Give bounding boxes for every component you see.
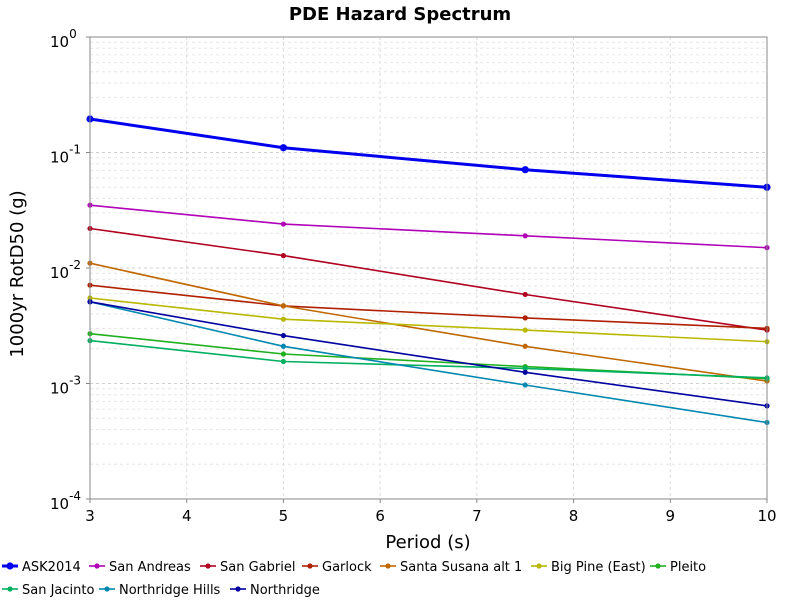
y-tick-label: 10-1 <box>50 143 81 167</box>
series-layer <box>86 115 771 426</box>
data-point <box>522 291 528 298</box>
legend-swatch-marker <box>536 563 542 569</box>
legend-label: Big Pine (East) <box>551 560 646 575</box>
legend: ASK2014 San Andreas San Gabriel Garlock Sant… <box>2 560 706 598</box>
axis-ticks: 3 4 5 6 7 8 9 10 100 10-1 10-2 10-3 10-4 <box>50 27 777 525</box>
legend-swatch-marker <box>104 586 110 592</box>
series-line <box>89 339 768 379</box>
data-point <box>280 358 287 365</box>
legend-label: Pleito <box>670 560 706 575</box>
data-point <box>280 316 287 322</box>
series-line <box>89 297 768 343</box>
legend-swatch-marker <box>307 563 313 569</box>
legend-item-garlock: Garlock <box>302 560 372 575</box>
legend-swatch-marker <box>6 562 14 570</box>
legend-item-san-jacinto: San Jacinto <box>2 583 94 598</box>
legend-swatch-marker <box>205 563 211 569</box>
series-line <box>89 301 768 407</box>
data-point <box>280 343 287 349</box>
data-point <box>280 303 287 309</box>
series-line <box>89 117 768 189</box>
legend-label: San Andreas <box>109 560 191 575</box>
x-axis-label: Period (s) <box>385 532 470 553</box>
data-point <box>522 369 528 375</box>
legend-item-san-andreas: San Andreas <box>89 560 191 575</box>
x-tick-label: 10 <box>757 507 776 525</box>
data-point <box>521 166 529 174</box>
series-line <box>89 262 768 382</box>
data-point <box>522 327 528 333</box>
series-line <box>89 332 768 380</box>
grid <box>89 37 768 500</box>
data-point <box>522 382 528 388</box>
legend-swatch-marker <box>94 563 100 569</box>
y-tick-label: 10-2 <box>50 258 81 282</box>
series-line <box>89 227 768 331</box>
x-tick-label: 8 <box>569 507 579 525</box>
data-point <box>522 343 528 349</box>
legend-label: San Gabriel <box>220 560 295 575</box>
series-line <box>89 204 768 249</box>
data-point <box>280 351 287 357</box>
x-tick-label: 6 <box>375 507 385 525</box>
x-tick-label: 7 <box>472 507 482 525</box>
legend-label: ASK2014 <box>22 560 81 575</box>
legend-swatch-marker <box>385 563 391 569</box>
legend-item-santa-susana-alt-1: Santa Susana alt 1 <box>380 560 522 575</box>
legend-swatch-marker <box>7 586 13 592</box>
data-point <box>280 332 287 339</box>
data-point <box>522 365 528 372</box>
y-tick-label: 100 <box>50 27 77 51</box>
series-garlock <box>87 282 770 331</box>
y-axis-label: 1000yr RotD50 (g) <box>7 190 28 357</box>
data-point <box>279 144 288 152</box>
x-tick-label: 9 <box>666 507 676 525</box>
series-line <box>89 284 768 330</box>
legend-swatch-marker <box>655 563 661 569</box>
x-tick-label: 3 <box>85 507 95 525</box>
legend-label: Northridge Hills <box>119 583 221 598</box>
legend-label: Garlock <box>322 560 372 575</box>
y-tick-label: 10-3 <box>50 374 81 398</box>
legend-swatch-marker <box>235 586 241 592</box>
legend-item-ask2014: ASK2014 <box>2 560 81 575</box>
series-ask2014 <box>86 115 771 191</box>
legend-item-northridge: Northridge <box>230 583 320 598</box>
legend-label: Santa Susana alt 1 <box>400 560 522 575</box>
legend-item-pleito: Pleito <box>650 560 706 575</box>
legend-item-big-pine-east-: Big Pine (East) <box>531 560 646 575</box>
series-northridge <box>87 299 770 409</box>
data-point <box>280 221 287 227</box>
data-point <box>280 253 287 259</box>
chart-title: PDE Hazard Spectrum <box>289 4 511 25</box>
x-tick-label: 4 <box>182 507 192 525</box>
legend-label: Northridge <box>250 583 320 598</box>
legend-label: San Jacinto <box>22 583 94 598</box>
data-point <box>522 315 528 321</box>
legend-item-san-gabriel: San Gabriel <box>200 560 295 575</box>
x-tick-label: 5 <box>279 507 289 525</box>
legend-item-northridge-hills: Northridge Hills <box>99 583 221 598</box>
series-line <box>89 301 768 424</box>
data-point <box>522 233 528 239</box>
y-tick-label: 10-4 <box>50 489 81 513</box>
